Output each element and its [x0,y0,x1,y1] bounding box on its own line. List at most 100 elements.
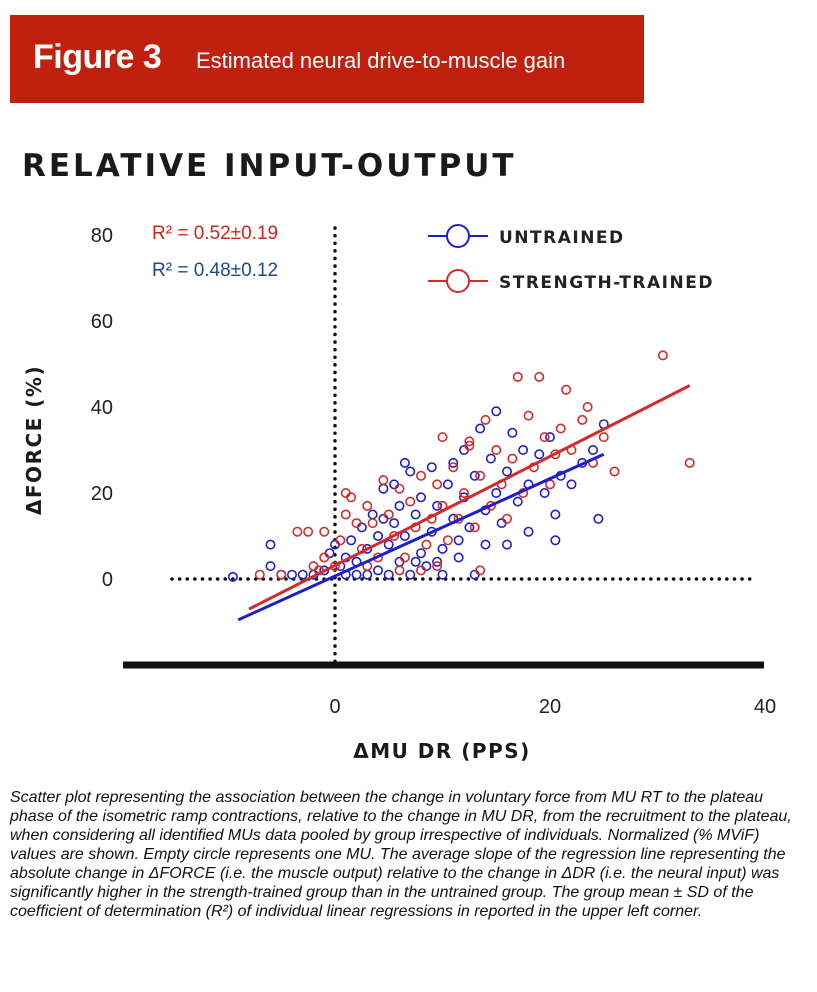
point-strength-trained [399,552,410,563]
point-strength-trained [534,371,545,382]
point-untrained [550,509,561,520]
r2-strength-trained: R² = 0.52±0.19 [152,223,278,244]
point-strength-trained [292,526,303,537]
point-strength-trained [340,509,351,520]
point-untrained [383,569,394,580]
point-untrained [372,530,383,541]
point-untrained [453,535,464,546]
point-untrained [480,539,491,550]
point-untrained [442,479,453,490]
y-tick-label: 60 [91,311,113,333]
x-axis-label: ΔMU DR (PPS) [353,739,531,763]
point-strength-trained [394,565,405,576]
point-untrained [405,569,416,580]
point-untrained [415,548,426,559]
point-strength-trained [657,350,668,361]
point-strength-trained [480,414,491,425]
point-untrained [432,500,443,511]
point-untrained [426,462,437,473]
point-untrained [367,509,378,520]
point-strength-trained [415,470,426,481]
point-strength-trained [448,462,459,473]
point-strength-trained [539,432,550,443]
x-tick-label: 20 [539,696,561,718]
y-tick-label: 20 [91,483,113,505]
point-strength-trained [276,569,287,580]
point-untrained [410,556,421,567]
point-untrained [399,530,410,541]
point-strength-trained [346,492,357,503]
legend-trained-marker [446,269,470,293]
point-untrained [351,569,362,580]
point-strength-trained [501,513,512,524]
point-untrained [491,487,502,498]
point-strength-trained [319,526,330,537]
point-strength-trained [523,410,534,421]
point-untrained [464,522,475,533]
point-untrained [566,479,577,490]
point-strength-trained [254,569,265,580]
r2-untrained: R² = 0.48±0.12 [152,260,278,281]
chart-heading: RELATIVE INPUT-OUTPUT [22,148,517,184]
legend-untrained-marker [446,224,470,248]
point-untrained [544,432,555,443]
point-untrained [405,466,416,477]
legend-trained-label: STRENGTH-TRAINED [499,273,714,293]
point-strength-trained [442,535,453,546]
point-strength-trained [421,539,432,550]
x-tick-label: 40 [754,696,776,718]
point-untrained [378,483,389,494]
point-strength-trained [475,565,486,576]
point-untrained [518,444,529,455]
point-strength-trained [512,371,523,382]
point-untrained [501,539,512,550]
point-untrained [448,457,459,468]
point-untrained [362,569,373,580]
point-untrained [286,569,297,580]
regression-line-untrained [237,452,605,622]
point-strength-trained [491,444,502,455]
point-strength-trained [464,436,475,447]
point-strength-trained [351,518,362,529]
point-untrained [501,466,512,477]
point-strength-trained [335,535,346,546]
point-strength-trained [469,522,480,533]
point-untrained [410,509,421,520]
figure-subtitle: Estimated neural drive-to-muscle gain [196,48,566,73]
point-strength-trained [684,457,695,468]
point-strength-trained [383,509,394,520]
point-untrained [297,569,308,580]
point-untrained [265,561,276,572]
y-tick-label: 80 [91,225,113,247]
point-untrained [469,470,480,481]
point-strength-trained [507,453,518,464]
point-strength-trained [582,401,593,412]
point-untrained [539,487,550,498]
point-untrained [362,543,373,554]
point-strength-trained [577,414,588,425]
point-untrained [432,556,443,567]
point-untrained [415,492,426,503]
point-untrained [593,513,604,524]
point-untrained [437,543,448,554]
point-strength-trained [362,500,373,511]
point-untrained [372,565,383,576]
point-untrained [491,406,502,417]
scatter-chart: 80 60 40 20 0 0 20 40 R² = 0.52±0.19 R² = 0.48… [22,223,776,763]
point-untrained [383,539,394,550]
x-tick-label: 0 [329,696,340,718]
figure-label: Figure 3 [33,38,162,76]
point-strength-trained [367,518,378,529]
point-strength-trained [555,423,566,434]
point-strength-trained [415,565,426,576]
point-strength-trained [378,475,389,486]
point-strength-trained [475,470,486,481]
point-untrained [399,457,410,468]
point-untrained [437,569,448,580]
point-untrained [512,496,523,507]
y-axis-label: ΔFORCE (%) [22,365,46,515]
point-strength-trained [319,552,330,563]
point-strength-trained [464,440,475,451]
point-untrained [534,449,545,460]
point-untrained [507,427,518,438]
